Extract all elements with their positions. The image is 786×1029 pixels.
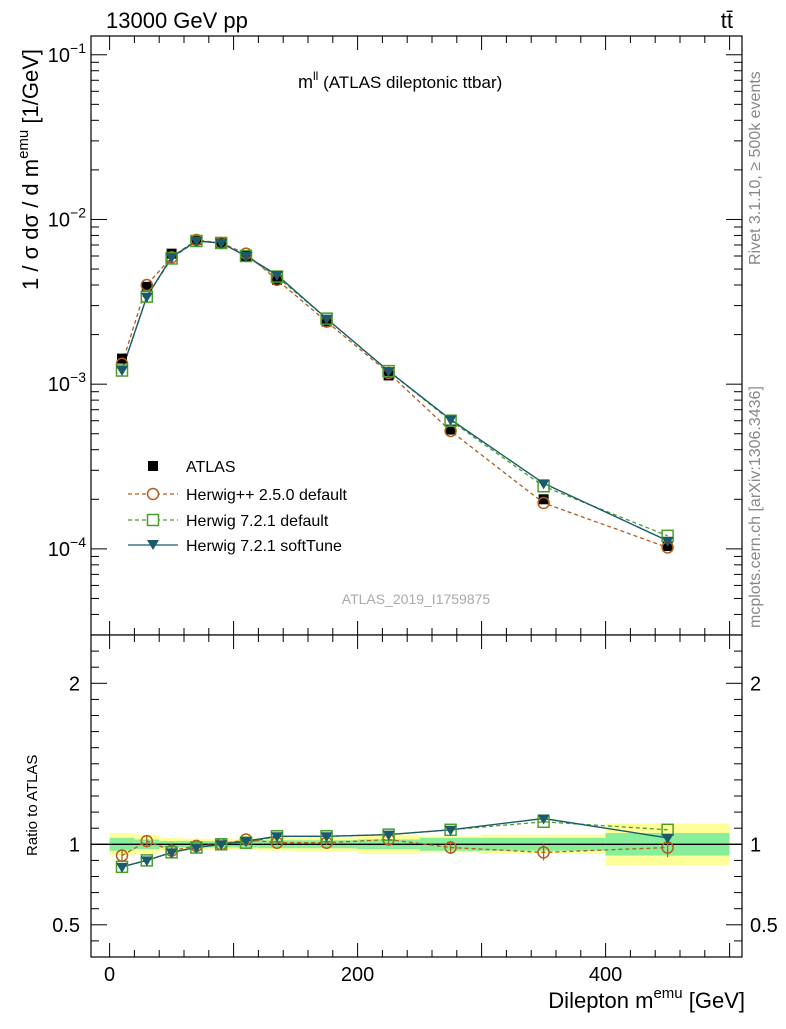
main-series-layer [115,233,674,554]
legend-label-h721-default: Herwig 7.2.1 default [186,513,329,530]
data-point-h721-default [165,252,178,265]
data-point-h721-soft [444,415,457,426]
ratio-point-h721-soft [271,832,283,843]
main-title-rest: (ATLAS dileptonic ttbar) [318,73,502,92]
main-ytick-label-exp: −3 [70,369,86,385]
legend: ATLAS Herwig++ 2.5.0 default Herwig 7.2.… [128,459,348,555]
ratio-point-h721-soft [444,825,457,836]
main-ytick-label-base: 10 [48,539,70,561]
legend-label-h721-soft: Herwig 7.2.1 softTune [186,538,342,555]
data-point-h721-soft [116,365,128,376]
data-point-h721-default [115,364,129,377]
data-point-h721-soft [382,367,395,378]
ratio-series-layer [115,814,674,874]
main-ytick-label-base: 10 [48,374,70,396]
main-ytick-label-exp: −2 [70,204,86,220]
energy-label: 13000 GeV pp [106,8,248,33]
legend-marker-herwigpp [146,487,160,501]
ratio-ylabel: Ratio to ATLAS [24,755,41,856]
ratio-xtick-label: 200 [341,964,374,986]
rivet-label: Rivet 3.1.10, ≥ 500k events [747,71,764,265]
ratio-xlabel-sup: emu [653,985,682,1002]
main-panel [91,36,742,635]
main-ylabel-sup: emu [15,130,32,159]
mcplots-label: mcplots.cern.ch [arXiv:1306.3436] [747,386,764,628]
main-ylabel-unit: [1/GeV] [18,49,43,130]
main-ytick-label-base: 10 [48,45,70,67]
ratio-point-herwigpp [444,841,457,854]
ratio-point-h721-soft [661,833,674,844]
legend-label-atlas: ATLAS [186,459,236,476]
process-label: tt̄ [721,8,733,33]
data-point-atlas [538,494,549,505]
ratio-point-h721-soft [165,848,178,859]
ratio-point-h721-soft [382,830,395,841]
ratio-plot-area [91,635,742,957]
ratio-point-h721-soft [320,832,333,843]
ratio-ytick-label: 1 [69,834,80,856]
ratio-frame [90,634,743,958]
ratio-point-herwigpp [140,834,154,848]
data-point-h721-soft [190,237,203,248]
ratio-point-h721-soft [240,837,252,848]
ratio-xlabel: Dilepton memu [GeV] [548,985,745,1013]
data-point-h721-default [444,414,457,427]
legend-label-herwigpp: Herwig++ 2.5.0 default [186,487,348,504]
main-ytick-label: 10−4 [48,534,86,561]
main-title-sup: ll [313,69,318,83]
data-point-herwigpp [537,496,550,510]
ratio-line-h721-default [121,821,668,868]
ratio-ytick-label-right: 0.5 [750,915,778,937]
data-point-h721-soft [165,253,178,264]
data-point-h721-soft [140,292,153,303]
ratio-ytick-label: 0.5 [52,915,80,937]
main-ylabel: 1 / σ dσ / d memu [1/GeV] [15,49,43,290]
ratio-xtick-label: 400 [589,964,622,986]
ratio-ytick-label-right: 1 [750,834,761,856]
legend-marker-atlas [148,461,158,471]
main-axes: 10−110−210−310−4 [48,35,743,636]
main-title-m: m [298,72,313,92]
ratio-point-h721-soft [140,856,153,867]
data-point-h721-soft [320,314,333,325]
ratio-point-h721-soft [116,862,128,873]
ratio-ytick-label-right: 2 [750,673,761,695]
main-ytick-label-base: 10 [48,209,70,231]
main-ylabel-text: 1 / σ dσ / d m [18,159,43,290]
watermark: ATLAS_2019_I1759875 [342,591,491,607]
ratio-point-h721-soft [215,840,228,851]
data-point-h721-soft [215,238,228,249]
ratio-xtick-label: 0 [104,964,115,986]
main-ytick-label: 10−1 [48,40,86,67]
data-point-h721-soft [271,271,283,282]
data-point-atlas [445,424,456,435]
ratio-axes: 2 2 1 1 0.5 0.5 0 200 400 [52,634,778,986]
ratio-xlabel-text: Dilepton m [548,988,653,1013]
main-ytick-label: 10−3 [48,369,86,396]
ratio-point-h721-soft [190,843,203,854]
main-plot-area [91,36,742,635]
ratio-panel [91,635,742,957]
main-ytick-label-exp: −4 [70,534,86,550]
data-point-h721-soft [537,479,550,490]
ratio-ytick-label: 2 [69,673,80,695]
data-point-atlas [141,281,152,292]
legend-marker-h721-default [146,513,160,527]
data-point-h721-soft [661,536,674,547]
ratio-xlabel-unit: [GeV] [683,988,745,1013]
legend-marker-h721-soft [147,540,159,550]
main-ytick-label: 10−2 [48,204,86,231]
main-ytick-label-exp: −1 [70,40,86,56]
main-title: mll (ATLAS dileptonic ttbar) [298,69,502,92]
data-point-h721-soft [240,252,252,263]
ratio-point-herwigpp [537,846,550,859]
ratio-point-h721-soft [537,814,550,825]
